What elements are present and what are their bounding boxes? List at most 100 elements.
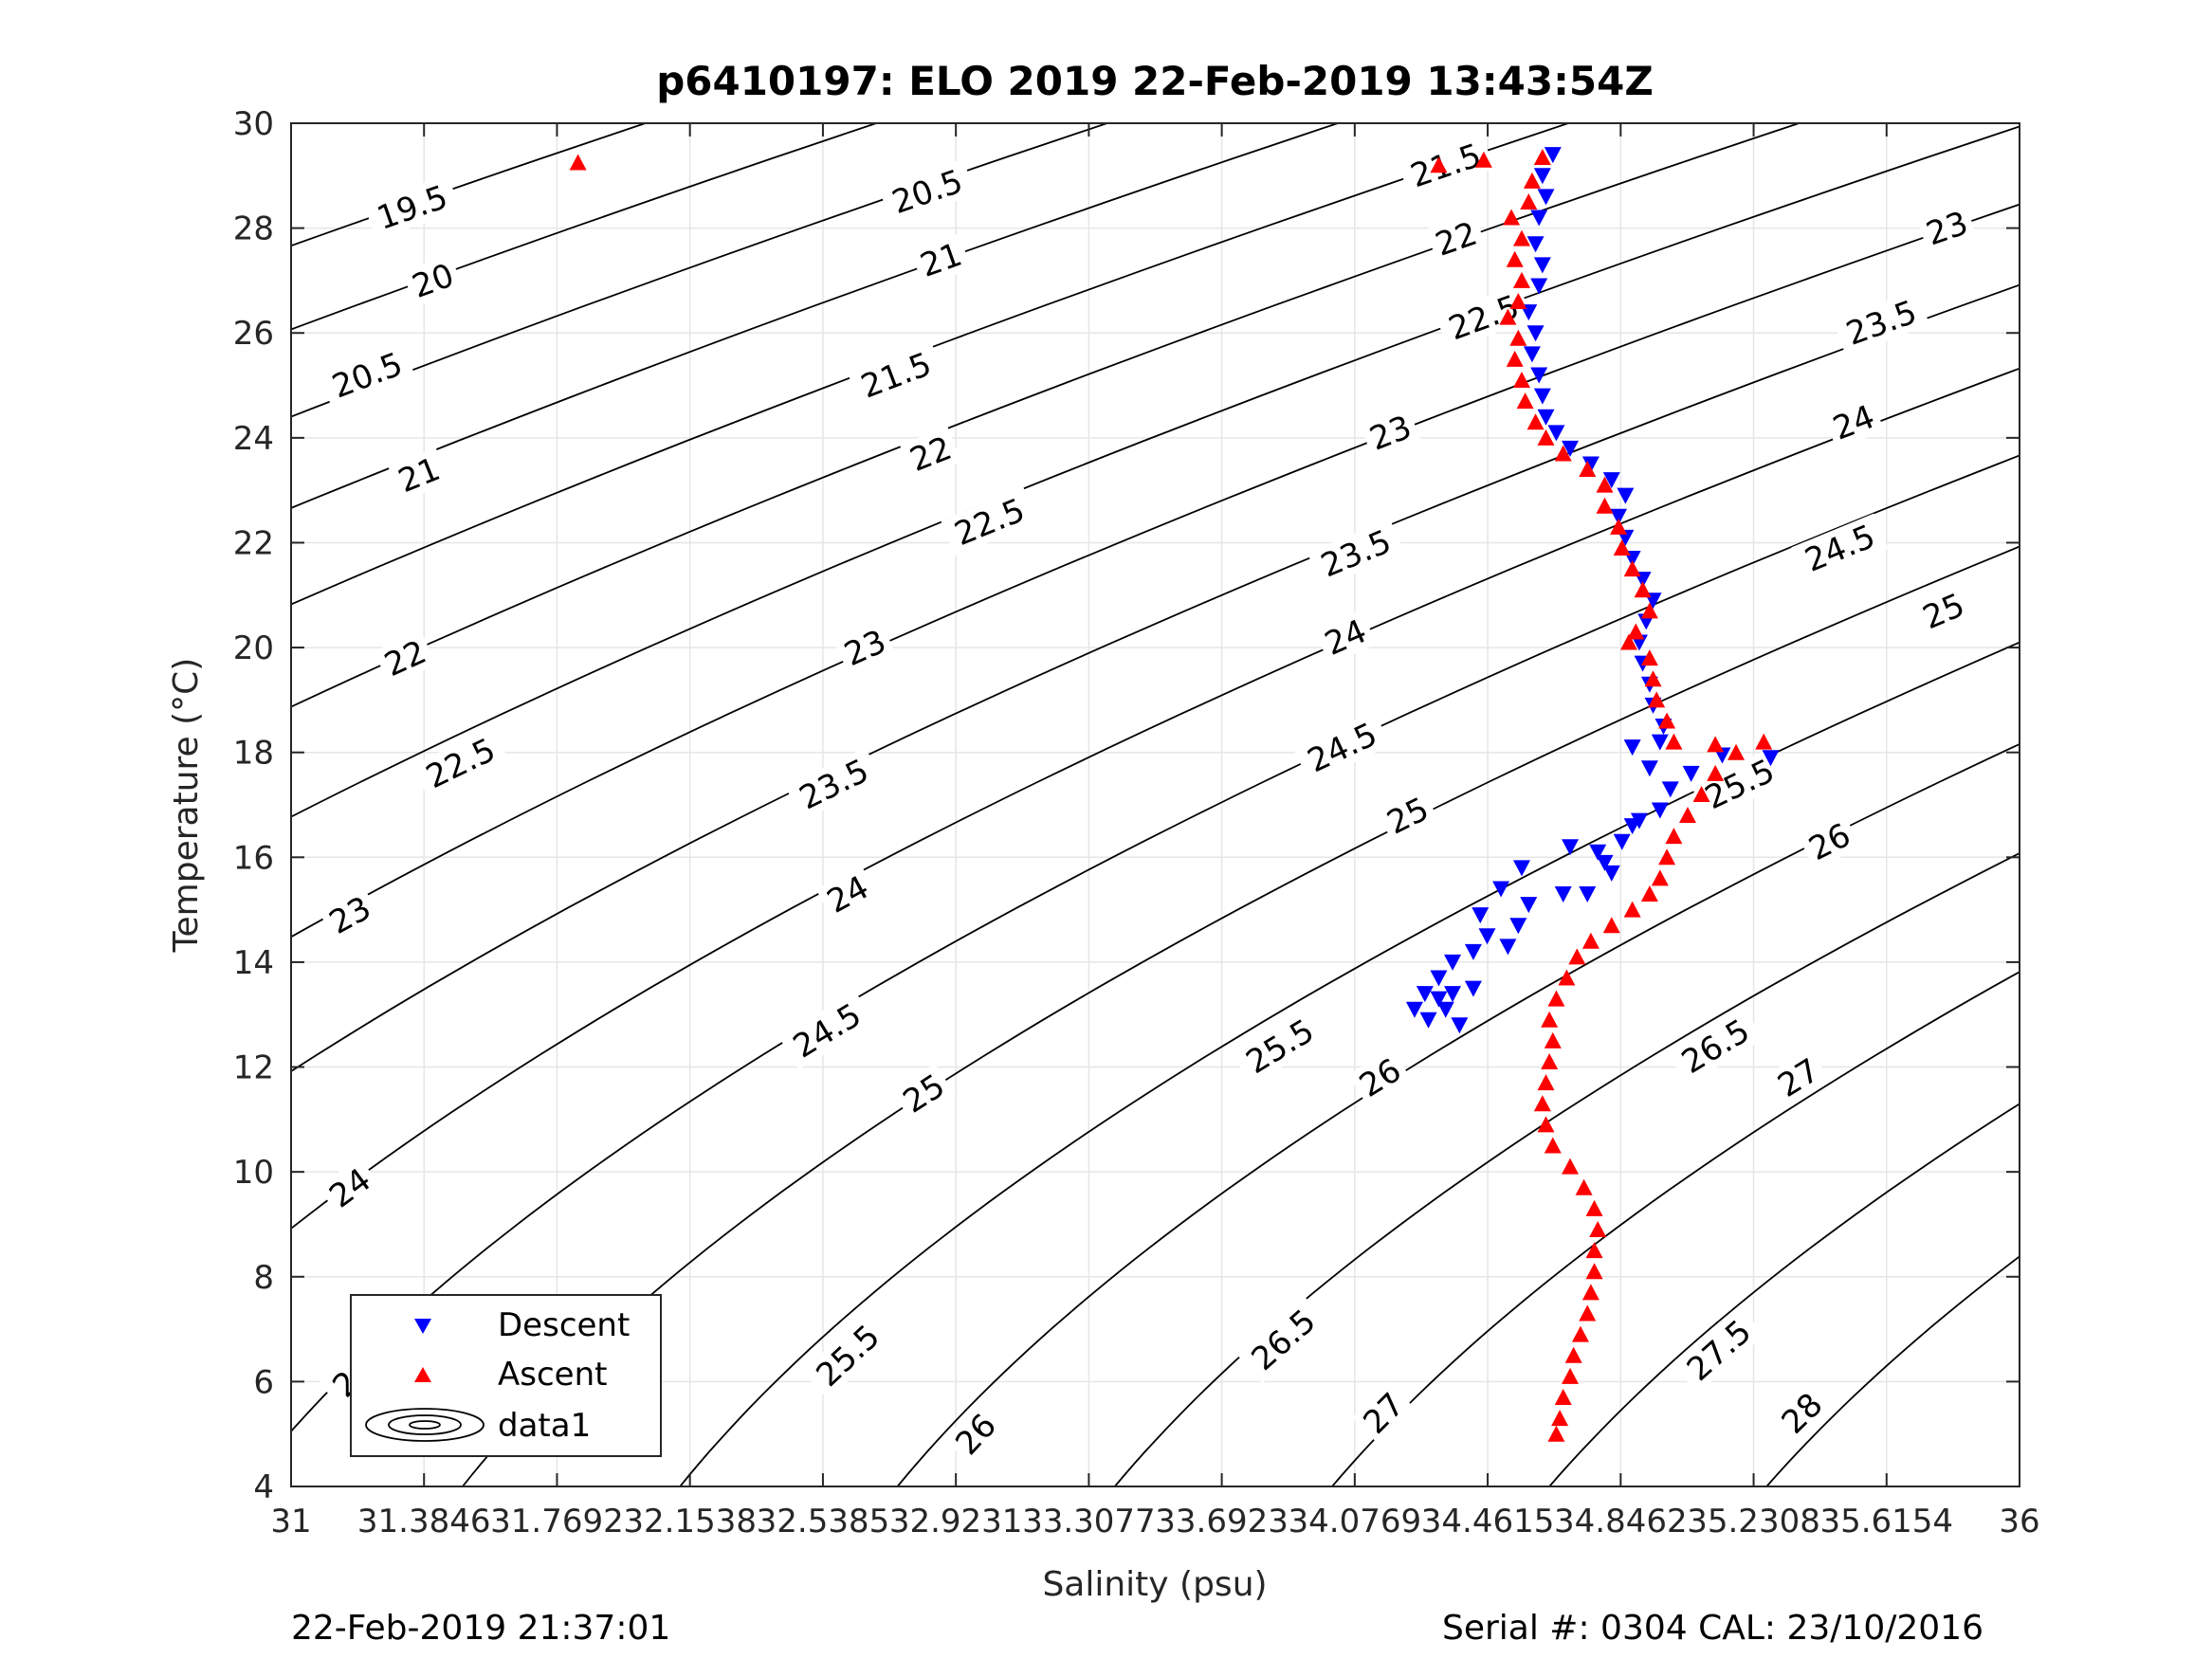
- ascent-point: [1658, 848, 1676, 866]
- ascent-point: [1533, 1095, 1551, 1112]
- y-tick-label: 16: [233, 839, 274, 877]
- y-tick-label: 30: [233, 105, 274, 143]
- descent-point: [1579, 886, 1597, 903]
- descent-point: [1544, 147, 1562, 164]
- descent-point: [1520, 897, 1538, 914]
- legend-box: [350, 1294, 662, 1457]
- ascent-point: [1554, 445, 1572, 462]
- ascent-point: [1544, 1031, 1562, 1048]
- ascent-point: [1430, 156, 1448, 173]
- x-tick-label: 32.5385: [757, 1503, 890, 1540]
- descent-point: [1537, 189, 1555, 206]
- legend-contour-label: data1: [498, 1407, 591, 1445]
- descent-point: [1554, 886, 1572, 903]
- ascent-point: [1581, 932, 1600, 949]
- x-tick-label: 31: [270, 1503, 311, 1540]
- legend-ascent-marker: [414, 1367, 431, 1382]
- ascent-point: [1623, 901, 1641, 918]
- ascent-point: [569, 154, 587, 171]
- y-tick-label: 6: [253, 1363, 274, 1401]
- isopycnal-line: [291, 367, 2020, 1231]
- ascent-point: [1579, 461, 1597, 478]
- x-tick-label: 31.7692: [490, 1503, 624, 1540]
- x-tick-label: 32.1538: [623, 1503, 757, 1540]
- y-tick-label: 10: [233, 1154, 274, 1192]
- y-tick-label: 26: [233, 315, 274, 353]
- plot-frame: [290, 122, 2020, 1487]
- descent-point: [1509, 918, 1527, 935]
- ascent-point: [1692, 785, 1710, 802]
- legend-ascent-label: Ascent: [498, 1356, 607, 1394]
- ascent-point: [1499, 308, 1517, 325]
- ascent-point: [1558, 969, 1576, 986]
- contour-label: 25: [1912, 583, 1975, 639]
- ascent-point: [1537, 1074, 1555, 1091]
- ascent-point: [1554, 1388, 1572, 1405]
- ascent-point: [1585, 1263, 1603, 1280]
- descent-point: [1526, 236, 1545, 253]
- ascent-point: [1728, 743, 1746, 760]
- ascent-point: [1596, 497, 1614, 514]
- descent-point: [1533, 388, 1551, 405]
- ascent-point: [1506, 250, 1524, 267]
- ascent-point: [1755, 733, 1773, 750]
- descent-point: [1478, 928, 1496, 945]
- descent-point: [1623, 739, 1641, 757]
- descent-point: [1416, 986, 1434, 1003]
- isopycnal-line: [1765, 1255, 2020, 1486]
- descent-point: [1430, 991, 1448, 1008]
- ascent-point: [1665, 828, 1683, 845]
- isopycnal-line: [291, 123, 1107, 418]
- ascent-point: [1562, 1158, 1580, 1175]
- ascent-point: [1544, 1137, 1562, 1154]
- ascent-point: [1541, 1011, 1559, 1028]
- descent-point: [1512, 860, 1530, 877]
- y-axis-label: Temperature (°C): [167, 658, 206, 954]
- y-tick-label: 28: [233, 210, 274, 248]
- x-tick-label: 34.0769: [1289, 1503, 1422, 1540]
- descent-point: [1444, 986, 1462, 1003]
- x-tick-label: 34.8462: [1554, 1503, 1688, 1540]
- ascent-series: [569, 148, 1773, 1442]
- x-tick-label: 33.3077: [1022, 1503, 1156, 1540]
- contour-label: 21: [388, 447, 450, 502]
- y-tick-label: 22: [233, 524, 274, 562]
- ascent-point: [1516, 392, 1534, 410]
- descent-point: [1436, 1001, 1454, 1018]
- descent-point: [1682, 765, 1700, 782]
- ascent-point: [1562, 1367, 1580, 1384]
- ascent-point: [1620, 633, 1638, 650]
- ascent-point: [1644, 670, 1662, 687]
- ascent-point: [1509, 329, 1527, 346]
- ascent-point: [1602, 917, 1620, 934]
- x-tick-label: 35.2308: [1687, 1503, 1820, 1540]
- descent-point: [1602, 865, 1620, 882]
- ascent-point: [1596, 476, 1614, 493]
- ascent-point: [1640, 649, 1658, 666]
- ascent-point: [1547, 990, 1565, 1007]
- descent-point: [1651, 802, 1669, 819]
- isopycnal-line: [896, 742, 2020, 1486]
- ascent-point: [1579, 1304, 1597, 1322]
- ascent-point: [1564, 1346, 1582, 1363]
- descent-point: [1562, 839, 1580, 856]
- isopycnal-line: [291, 123, 1800, 708]
- ascent-point: [1512, 271, 1530, 288]
- y-tick-label: 24: [233, 420, 274, 458]
- descent-point: [1419, 1012, 1437, 1029]
- descent-point: [1405, 1001, 1423, 1018]
- ascent-point: [1613, 538, 1631, 556]
- legend-descent-marker: [414, 1319, 431, 1334]
- ascent-point: [1589, 1220, 1607, 1237]
- descent-point: [1581, 456, 1600, 473]
- y-tick-label: 14: [233, 944, 274, 982]
- ascent-point: [1581, 1284, 1600, 1301]
- descent-point: [1533, 257, 1551, 274]
- descent-point: [1533, 168, 1551, 185]
- isopycnal-line: [291, 454, 2020, 1433]
- ascent-point: [1634, 581, 1652, 598]
- isopycnal-line: [462, 545, 2020, 1486]
- y-tick-label: 4: [253, 1468, 274, 1506]
- timestamp-footer: 22-Feb-2019 21:37:01: [291, 1609, 670, 1648]
- ascent-point: [1658, 712, 1676, 729]
